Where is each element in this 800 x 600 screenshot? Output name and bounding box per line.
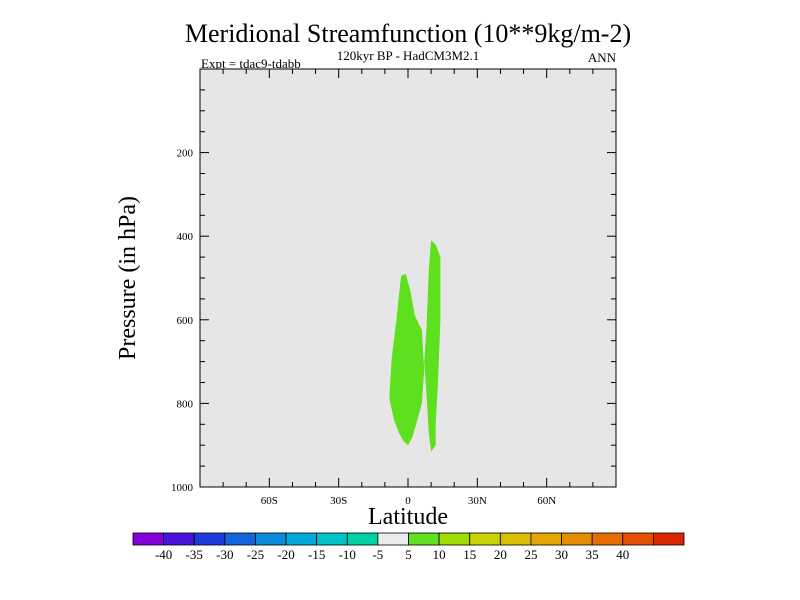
colorbar-label: 15 [463,547,476,562]
x-tick-label: 30S [330,495,347,507]
colorbar-label: -10 [339,547,356,562]
colorbar-swatch [316,532,348,546]
contour-5-10-right [424,240,441,452]
contour-5-10-left [389,273,425,446]
colorbar-label: -35 [186,547,203,562]
y-tick-label: 400 [177,231,194,243]
x-tick-label: 0 [405,495,411,507]
colorbar-label: 20 [494,547,507,562]
y-tick-label: 200 [177,148,194,160]
y-axis-label: Pressure (in hPa) [115,196,141,360]
colorbar-label: -25 [247,547,264,562]
colorbar-label: -20 [277,547,294,562]
colorbar-swatch [193,532,226,546]
x-tick-label: 60S [261,495,278,507]
colorbar-swatch [561,532,593,546]
colorbar-label: 10 [433,547,446,562]
colorbar-label: 35 [586,547,599,562]
colorbar-swatch [377,532,409,546]
colorbar-swatch [469,532,501,546]
x-tick-label: 60N [537,495,556,507]
plot-frame [199,68,617,488]
colorbar-swatch [132,532,165,546]
season-label: ANN [588,50,617,65]
colorbar-swatch [255,532,287,546]
colorbar-swatch [408,532,440,546]
y-tick-label: 600 [177,315,194,327]
colorbar-label: 25 [524,547,537,562]
colorbar-label: 30 [555,547,568,562]
colorbar-swatch [346,532,379,546]
colorbar-swatch [652,532,685,546]
chart-title: Meridional Streamfunction (10**9kg/m-2) [185,19,631,48]
colorbar-label: -5 [372,547,383,562]
colorbar-label: 40 [616,547,629,562]
experiment-label: Expt = tdac9-tdabb [201,56,301,71]
colorbar-swatch [224,532,256,546]
colorbar-label: -30 [216,547,233,562]
colorbar-swatch [163,532,195,546]
y-tick-label: 800 [177,398,194,410]
colorbar-label: 5 [405,547,412,562]
colorbar-label: -15 [308,547,325,562]
colorbar-swatch [285,532,318,546]
y-tick-label: 1000 [171,482,194,494]
colorbar-swatch [438,532,471,546]
x-axis-label: Latitude [368,504,448,530]
colorbar-swatch [591,532,624,546]
colorbar-label: -40 [155,547,172,562]
colorbar-swatch [530,532,562,546]
colorbar-swatch [622,532,654,546]
colorbar-swatch [499,532,532,546]
chart-subtitle: 120kyr BP - HadCM3M2.1 [337,48,480,63]
x-tick-label: 30N [468,495,487,507]
